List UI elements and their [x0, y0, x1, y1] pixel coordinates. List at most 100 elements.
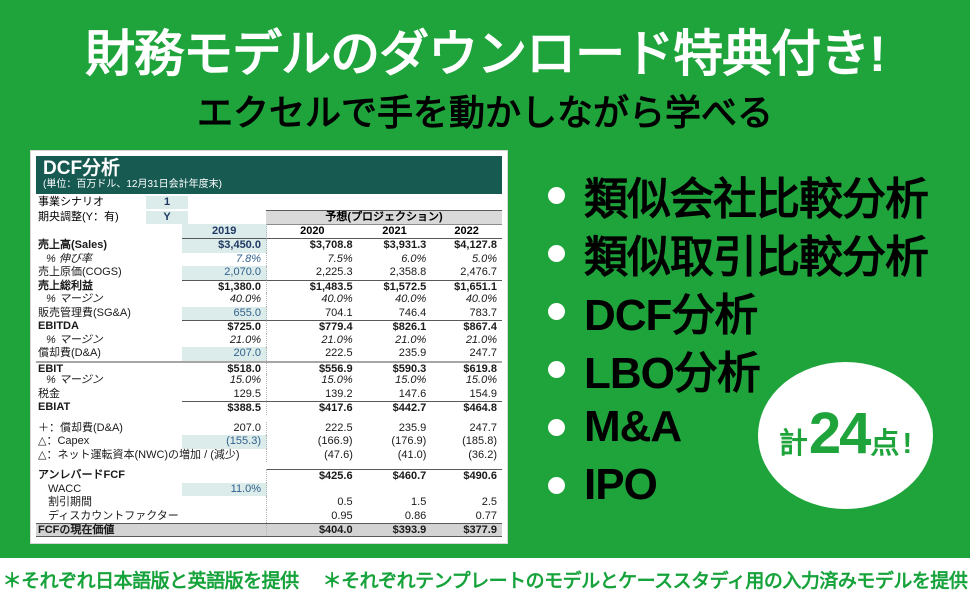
cell-2020: $425.6: [266, 469, 358, 483]
table-row: 割引期間 0.5 1.5 2.5: [36, 496, 502, 510]
table-row: 売上原価(COGS) 2,070.0 2,225.3 2,358.8 2,476.7: [36, 266, 502, 280]
dcf-rows: 売上高(Sales) $3,450.0 $3,708.8 $3,931.3 $4,127…: [36, 239, 502, 537]
cell-2022: [431, 483, 502, 497]
bullet-icon: [548, 186, 565, 204]
table-row: WACC 11.0%: [36, 482, 502, 497]
row-label: ＋：償却費(D&A): [38, 421, 123, 434]
table-row: % 伸び率 7.8% 7.5% 6.0% 5.0%: [36, 252, 502, 266]
cell-2020: $779.4: [266, 320, 358, 334]
table-spacer-row: [36, 462, 502, 469]
cell-2020: 7.5%: [327, 252, 353, 265]
feature-label: 類似取引比較分析: [584, 233, 929, 282]
cell-2021: $590.3: [392, 362, 427, 375]
row-label: アンレバードFCF: [38, 469, 125, 481]
row-label: EBITDA: [38, 320, 79, 332]
table-row: EBITDA $725.0 $779.4 $826.1 $867.4: [36, 320, 502, 334]
cell-2022: 21.0%: [465, 333, 498, 346]
badge-number: 24: [808, 401, 871, 466]
cell-2022: 15.0%: [465, 374, 498, 386]
cell-2020: 21.0%: [321, 333, 353, 346]
promo-subtitle: エクセルで手を動かしながら学べる: [196, 92, 773, 133]
row-label: % マージン: [46, 374, 103, 386]
cell-2019: 655.0: [182, 306, 267, 320]
row-label: 税金: [38, 387, 60, 400]
cell-2021: $3,931.3: [383, 239, 427, 251]
cell-2019: $1,380.0: [182, 279, 267, 293]
cell-2022: 2,476.7: [460, 266, 497, 278]
row-label: ディスカウントファクター: [48, 509, 179, 522]
cell-2022: 5.0%: [471, 252, 498, 265]
row-label: % マージン: [46, 333, 103, 346]
table-row: △：ネット運転資本(NWC)の増加 / (減少) (47.6) (41.0) (36.…: [36, 448, 502, 462]
table-row: △：Capex (155.3) (166.9) (176.9) (185.8): [36, 435, 502, 449]
cell-2021: (176.9): [391, 435, 427, 447]
bullet-icon: [548, 302, 565, 320]
year-header-row: 2019 2020 2021 2022: [36, 224, 502, 239]
year-header-2019: 2019: [182, 224, 268, 239]
cell-2021: 147.6: [398, 387, 427, 400]
row-label: 売上原価(COGS): [38, 266, 122, 278]
cell-2019: [182, 509, 268, 523]
cell-2019: [182, 496, 268, 510]
table-row: ＋：償却費(D&A) 207.0 222.5 235.9 247.7: [36, 421, 502, 435]
bullet-icon: [548, 476, 565, 494]
footnote-2: ＊それぞれテンプレートのモデルとケーススタディ用の入力済みモデルを提供: [322, 570, 968, 592]
footer-bar: ＊それぞれ日本語版と英語版を提供 ＊それぞれテンプレートのモデルとケーススタディ…: [0, 558, 970, 600]
cell-2022: 2.5: [481, 496, 498, 508]
year-header-spacer: [36, 224, 182, 239]
cell-2020: $556.9: [318, 362, 353, 375]
row-label: 償却費(D&A): [38, 347, 101, 359]
footnote-1: ＊それぞれ日本語版と英語版を提供: [2, 570, 300, 592]
cell-2022: 40.0%: [465, 293, 498, 305]
table-row: EBIAT $388.5 $417.6 $442.7 $464.8: [36, 401, 502, 415]
cell-2020: 0.95: [331, 509, 353, 522]
cell-2020: 222.5: [325, 347, 353, 359]
bullet-icon: [548, 360, 565, 378]
cell-2022: $4,127.8: [454, 239, 497, 251]
cell-2019: $3,450.0: [182, 239, 267, 253]
scenario-row: 事業シナリオ 1: [36, 195, 502, 209]
cell-2021: 21.0%: [395, 333, 427, 346]
count-badge-text: 計 24 点 !: [779, 400, 912, 467]
cell-2020: 139.2: [325, 387, 353, 400]
feature-item: 類似会社比較分析: [548, 166, 929, 224]
cell-2020: 40.0%: [321, 293, 353, 305]
cell-2019: [182, 524, 267, 536]
cell-2022: (185.8): [462, 435, 497, 447]
count-badge: 計 24 点 !: [758, 362, 933, 509]
cell-2020: [267, 483, 358, 497]
cell-2020: (47.6): [324, 448, 353, 461]
midyear-row: 期央調整(Y：有) Y 予想(プロジェクション): [36, 209, 502, 225]
midyear-label: 期央調整(Y：有): [38, 210, 119, 223]
row-label: EBIT: [38, 362, 64, 375]
cell-2021: 1.5: [411, 496, 427, 508]
cell-2021: 2,358.8: [389, 266, 427, 278]
cell-2022: 247.7: [469, 347, 497, 359]
row-label: △：Capex: [38, 435, 90, 447]
cell-2021: (41.0): [397, 448, 427, 461]
cell-2019: (155.3): [182, 435, 267, 449]
cell-2020: $3,708.8: [309, 239, 353, 251]
cell-2021: 0.86: [404, 509, 427, 522]
sheet-header: DCF分析 (単位：百万ドル、12月31日会計年度末): [36, 156, 502, 194]
sheet-title: DCF分析: [43, 158, 121, 179]
cell-2020: 0.5: [337, 496, 353, 508]
cell-2022: $377.9: [463, 524, 497, 536]
cell-2019: 2,070.0: [182, 266, 267, 280]
cell-2021: $460.7: [357, 469, 432, 483]
feature-item: LBO分析: [548, 340, 928, 398]
feature-label: IPO: [584, 460, 658, 509]
feature-label: LBO分析: [584, 349, 761, 398]
year-header-2020: 2020: [267, 224, 358, 239]
cell-2019: 207.0: [182, 347, 267, 361]
forecast-banner: 予想(プロジェクション): [266, 209, 502, 225]
cell-2022: $1,651.1: [431, 279, 502, 294]
cell-2022: $619.8: [463, 362, 497, 375]
row-label: 売上高(Sales): [38, 239, 108, 251]
row-label: WACC: [48, 482, 82, 495]
feature-label: 類似会社比較分析: [584, 175, 929, 224]
features-list: 類似会社比較分析 類似取引比較分析 DCF分析 LBO分析 M&A IPO: [548, 166, 929, 514]
cell-2022: 247.7: [469, 421, 497, 434]
midyear-value-cell: Y: [146, 210, 188, 224]
table-row: 償却費(D&A) 207.0 222.5 235.9 247.7: [36, 347, 502, 361]
